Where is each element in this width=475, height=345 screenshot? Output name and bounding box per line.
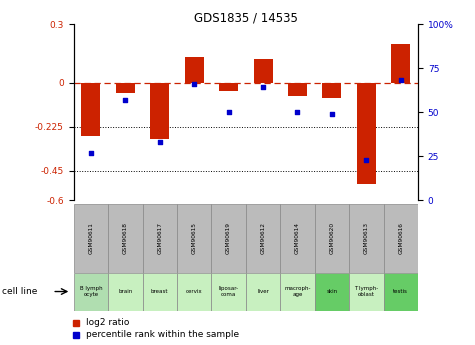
Bar — [254, 59, 273, 83]
Text: testis: testis — [393, 289, 408, 294]
Point — [190, 81, 198, 87]
Text: breast: breast — [151, 289, 169, 294]
Text: GSM90615: GSM90615 — [191, 222, 197, 254]
Point — [122, 97, 129, 102]
Bar — [74, 204, 108, 273]
Point — [362, 157, 370, 162]
Bar — [314, 204, 349, 273]
Point — [87, 150, 95, 155]
Bar — [211, 204, 246, 273]
Text: liver: liver — [257, 289, 269, 294]
Point — [156, 139, 163, 145]
Text: GSM90611: GSM90611 — [88, 222, 94, 254]
Text: cervix: cervix — [186, 289, 202, 294]
Point — [328, 111, 336, 117]
Text: percentile rank within the sample: percentile rank within the sample — [86, 330, 238, 339]
Text: GSM90612: GSM90612 — [260, 222, 266, 254]
Text: GSM90616: GSM90616 — [398, 222, 403, 254]
Title: GDS1835 / 14535: GDS1835 / 14535 — [194, 11, 298, 24]
Bar — [314, 273, 349, 310]
Bar — [116, 83, 135, 92]
Text: skin: skin — [326, 289, 337, 294]
Bar — [219, 83, 238, 91]
Text: T lymph-
oblast: T lymph- oblast — [354, 286, 379, 297]
Point — [259, 85, 267, 90]
Point — [397, 78, 405, 83]
Text: brain: brain — [118, 289, 133, 294]
Bar — [150, 83, 169, 139]
Point — [225, 109, 232, 115]
Text: cell line: cell line — [2, 287, 38, 296]
Bar — [384, 273, 418, 310]
Bar — [246, 273, 280, 310]
Bar — [391, 44, 410, 83]
Bar — [108, 204, 142, 273]
Text: GSM90619: GSM90619 — [226, 222, 231, 254]
Bar — [280, 204, 314, 273]
Text: log2 ratio: log2 ratio — [86, 318, 129, 327]
Bar — [323, 83, 342, 98]
Text: GSM90618: GSM90618 — [123, 222, 128, 254]
Text: GSM90613: GSM90613 — [364, 222, 369, 254]
Bar — [142, 204, 177, 273]
Bar — [177, 204, 211, 273]
Bar — [349, 204, 384, 273]
Bar — [280, 273, 314, 310]
Text: GSM90614: GSM90614 — [295, 222, 300, 254]
Bar — [185, 57, 204, 83]
Bar — [108, 273, 142, 310]
Text: GSM90620: GSM90620 — [329, 222, 334, 254]
Bar — [177, 273, 211, 310]
Bar — [246, 204, 280, 273]
Bar — [74, 273, 108, 310]
Text: GSM90617: GSM90617 — [157, 222, 162, 254]
Bar — [288, 83, 307, 97]
Bar — [357, 83, 376, 185]
Text: liposar-
coma: liposar- coma — [218, 286, 238, 297]
Bar — [349, 273, 384, 310]
Point — [294, 109, 301, 115]
Bar — [81, 83, 100, 136]
Bar — [384, 204, 418, 273]
Text: macroph-
age: macroph- age — [284, 286, 311, 297]
Text: B lymph
ocyte: B lymph ocyte — [79, 286, 102, 297]
Bar — [211, 273, 246, 310]
Bar — [142, 273, 177, 310]
